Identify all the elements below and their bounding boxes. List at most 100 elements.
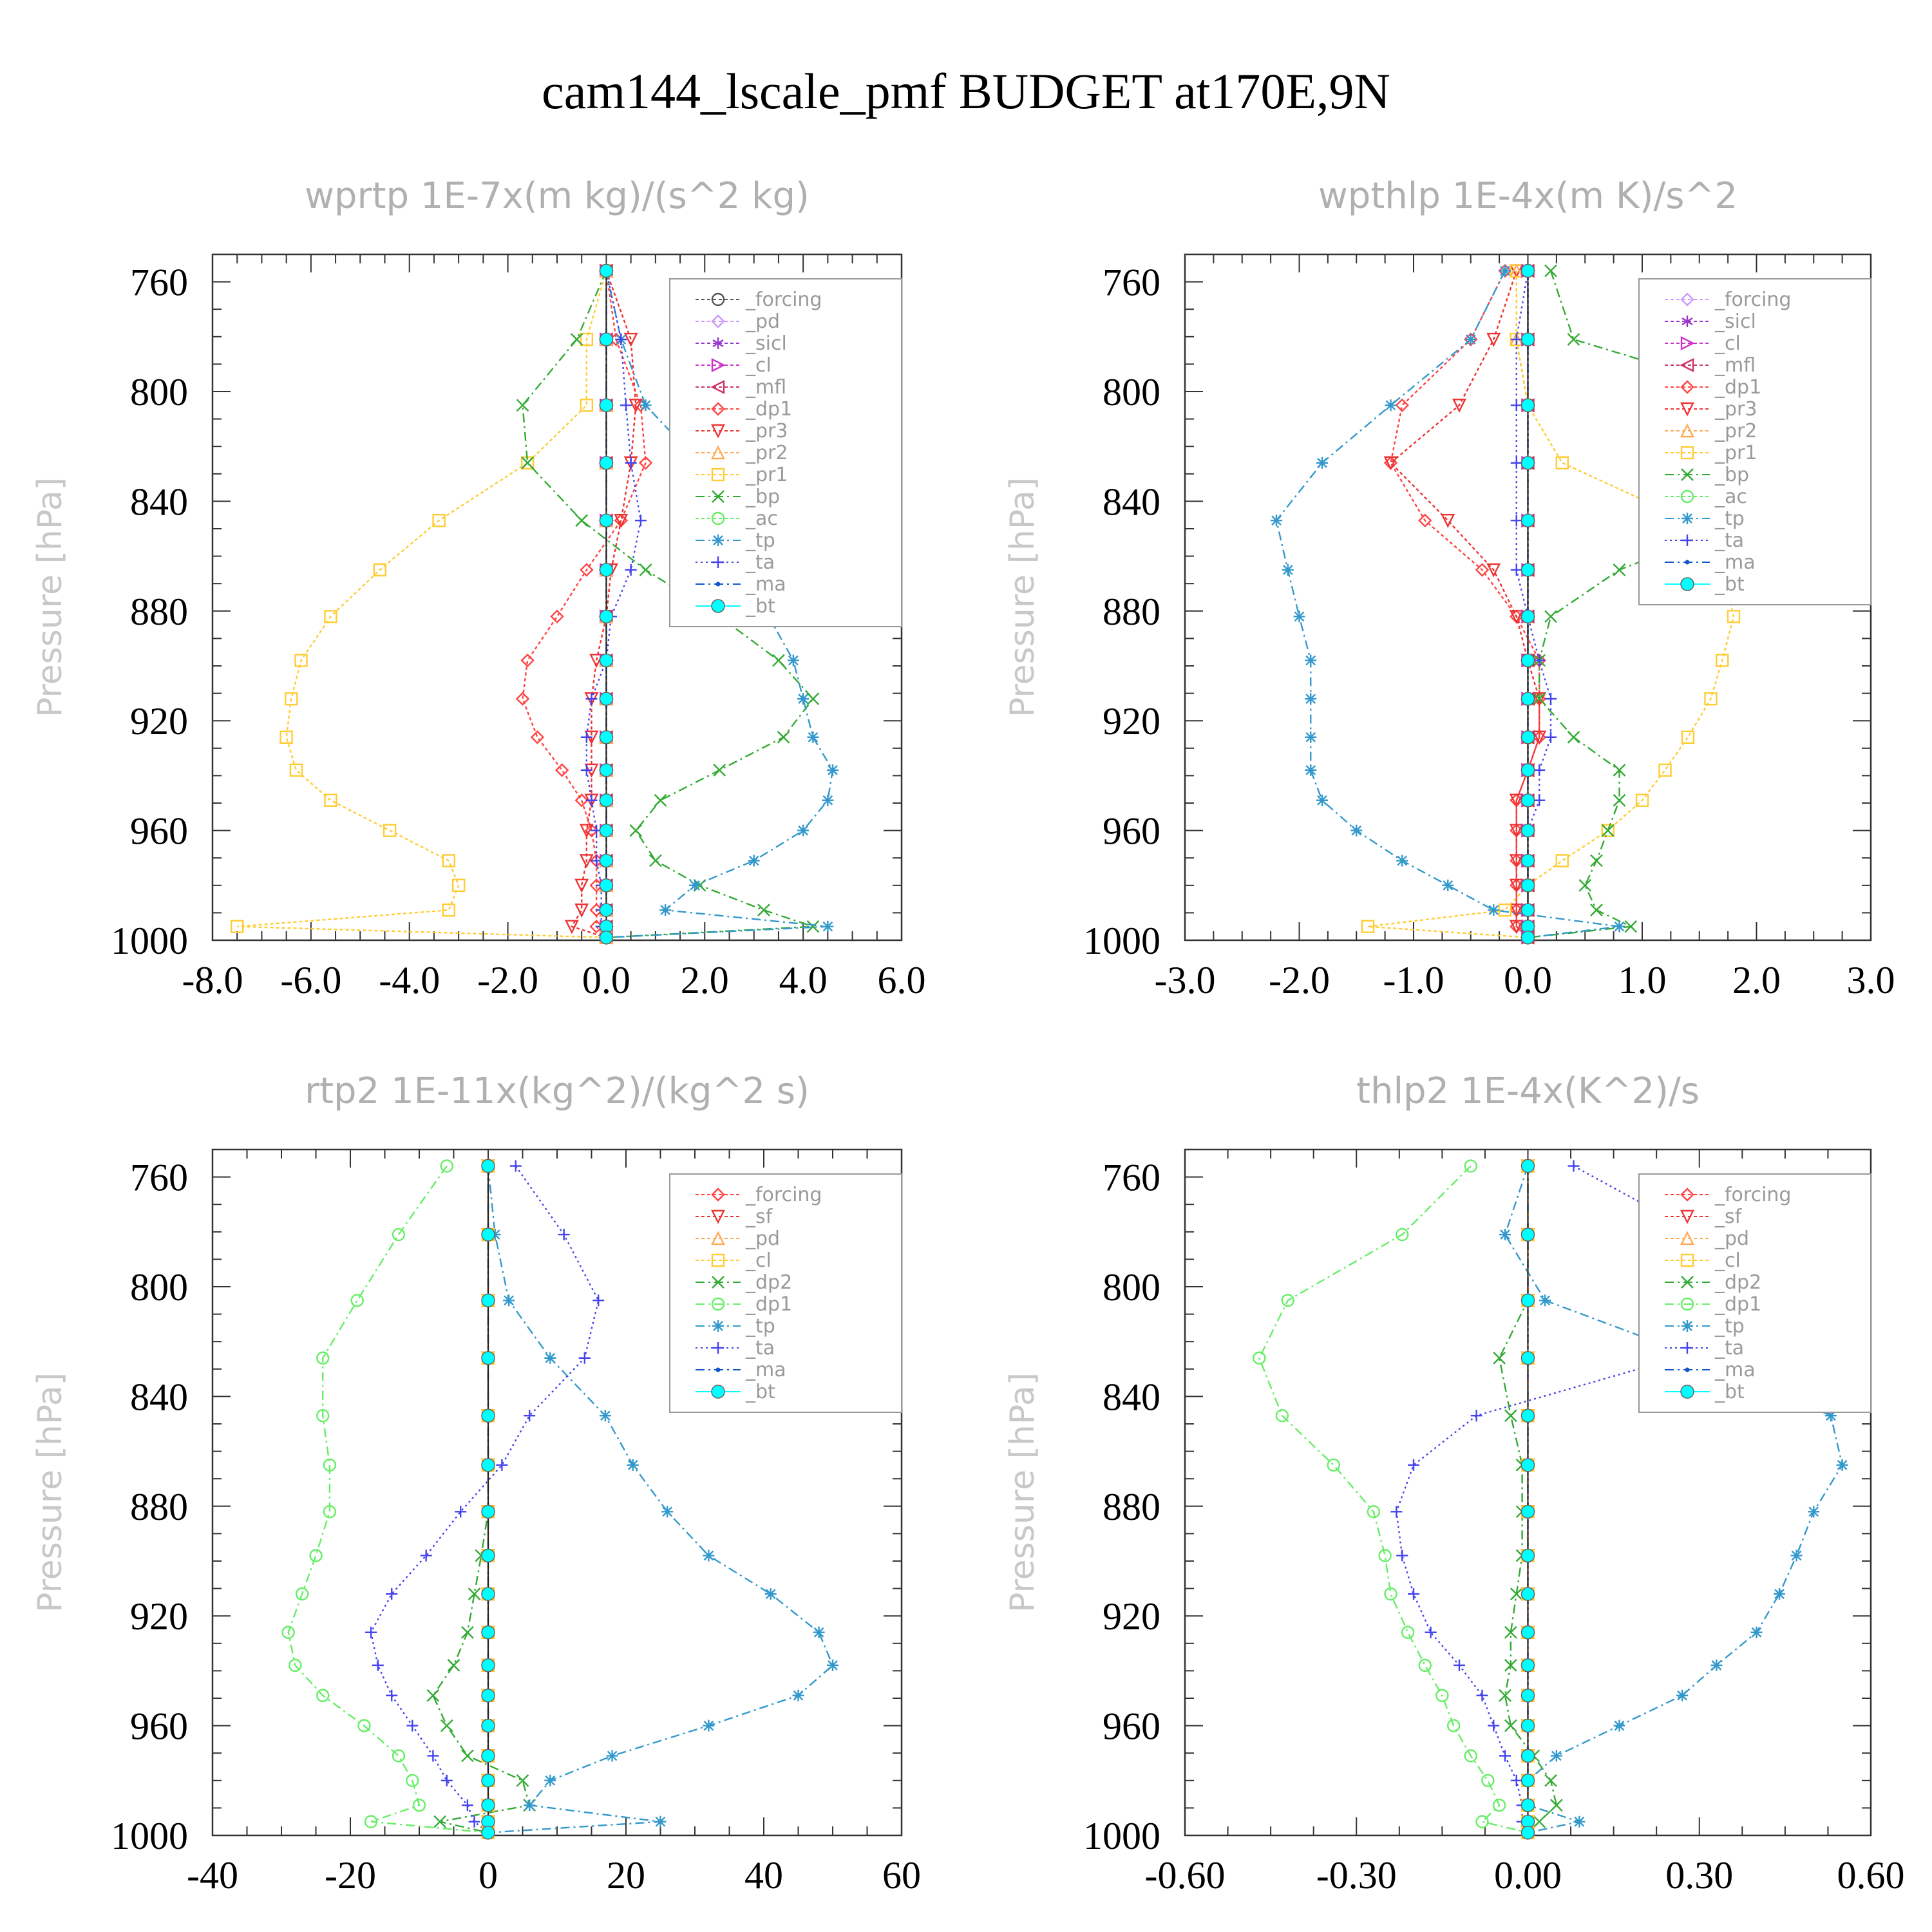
data-point — [1452, 399, 1466, 413]
legend-marker — [711, 1253, 725, 1267]
data-point — [1282, 564, 1294, 576]
legend-entry: _bt — [1665, 1381, 1745, 1403]
x-tick-label: 0 — [478, 1854, 498, 1897]
data-point — [1520, 1825, 1535, 1840]
x-tick-label: 4.0 — [779, 959, 828, 1001]
data-point — [1550, 1799, 1563, 1812]
chart-panel-1: wprtp 1E-7x(m kg)/(s^2 kg) Pressure [hPa]… — [31, 175, 926, 1001]
data-point — [599, 692, 614, 706]
x-tick-label: -2.0 — [1269, 959, 1330, 1001]
data-point — [1305, 764, 1317, 776]
data-point — [365, 1626, 377, 1638]
legend-marker — [1680, 402, 1694, 417]
data-point — [649, 854, 662, 867]
legend-entry: _bp — [1665, 464, 1749, 486]
x-tick-label: -8.0 — [182, 959, 243, 1001]
data-point — [521, 456, 534, 469]
data-point — [1716, 654, 1729, 667]
legend-marker — [711, 445, 725, 460]
data-point — [440, 1719, 453, 1732]
data-point — [1520, 1625, 1535, 1640]
data-point — [1520, 653, 1535, 668]
legend-entry: _ta — [1665, 1337, 1744, 1359]
figure-title: cam144_lscale_pmf BUDGET at170E,9N — [542, 63, 1390, 119]
data-point — [481, 1504, 495, 1519]
data-point — [1520, 1688, 1535, 1703]
data-point — [639, 564, 652, 576]
data-point — [1510, 1774, 1522, 1786]
legend-marker — [1680, 1209, 1694, 1224]
data-point — [1464, 1159, 1477, 1173]
data-point — [481, 1718, 495, 1733]
data-point — [787, 654, 799, 667]
data-point — [1520, 1227, 1535, 1242]
data-point — [580, 731, 592, 743]
legend-entry: _bt — [1665, 573, 1745, 596]
legend-marker — [711, 511, 725, 526]
legend-entry: _forcing — [696, 289, 822, 311]
legend-entry: _sf — [696, 1206, 773, 1228]
x-tick-label: -4.0 — [379, 959, 440, 1001]
y-tick-label: 760 — [130, 1157, 188, 1199]
legend-marker — [1680, 1231, 1694, 1245]
data-point — [634, 515, 647, 527]
data-point — [231, 920, 244, 933]
data-point — [1504, 1625, 1517, 1639]
legend-marker — [1680, 1188, 1694, 1202]
legend-label: _bt — [745, 595, 775, 618]
legend-entry: _pr1 — [1665, 442, 1757, 464]
data-point — [496, 1459, 508, 1471]
data-point — [574, 793, 589, 808]
data-point — [661, 1506, 674, 1518]
data-point — [580, 332, 594, 346]
data-point — [1408, 1459, 1419, 1471]
data-point — [689, 879, 701, 891]
data-point — [599, 730, 614, 744]
data-point — [1824, 1410, 1837, 1422]
data-point — [579, 824, 594, 838]
data-point — [1520, 1351, 1535, 1365]
data-point — [1327, 1458, 1340, 1472]
legend-entry: _bt — [696, 1381, 775, 1403]
data-point — [1836, 1459, 1848, 1471]
data-point — [1520, 398, 1535, 413]
data-point — [1408, 1588, 1419, 1600]
legend-marker — [712, 490, 724, 503]
data-point — [797, 693, 810, 705]
data-point — [806, 920, 820, 933]
legend-marker — [711, 468, 725, 482]
y-tick-label: 840 — [1103, 1376, 1160, 1418]
legend-label: _dp1 — [745, 1293, 792, 1316]
legend-marker — [1681, 1320, 1693, 1332]
data-point — [807, 731, 819, 743]
data-point — [1533, 692, 1546, 705]
data-point — [1401, 1625, 1415, 1639]
data-point — [427, 1750, 439, 1762]
data-point — [1532, 730, 1547, 745]
y-tick-label: 920 — [1103, 700, 1160, 743]
x-tick-label: 1.0 — [1618, 959, 1667, 1001]
data-point — [386, 1588, 398, 1600]
data-point — [1510, 564, 1522, 576]
data-point — [813, 1626, 825, 1638]
data-point — [461, 1625, 474, 1639]
data-point — [748, 855, 760, 867]
legend-marker — [1685, 1367, 1690, 1372]
data-point — [1510, 334, 1522, 346]
legend-marker — [1680, 336, 1695, 350]
legend-label: _pd — [745, 1227, 780, 1250]
data-point — [316, 1689, 330, 1702]
data-point — [324, 610, 337, 623]
legend-entry: _forcing — [1665, 289, 1791, 311]
data-point — [1624, 920, 1638, 933]
data-point — [383, 824, 397, 837]
data-point — [1476, 1689, 1488, 1701]
legend-label: _cl — [1714, 1249, 1741, 1272]
y-tick-label: 800 — [130, 371, 188, 413]
data-point — [1486, 563, 1501, 578]
legend-marker — [711, 1188, 725, 1202]
legend-entry: _dp2 — [696, 1271, 792, 1294]
data-point — [1520, 1748, 1535, 1763]
series-dp1 — [1253, 1159, 1535, 1839]
data-point — [1520, 609, 1535, 624]
